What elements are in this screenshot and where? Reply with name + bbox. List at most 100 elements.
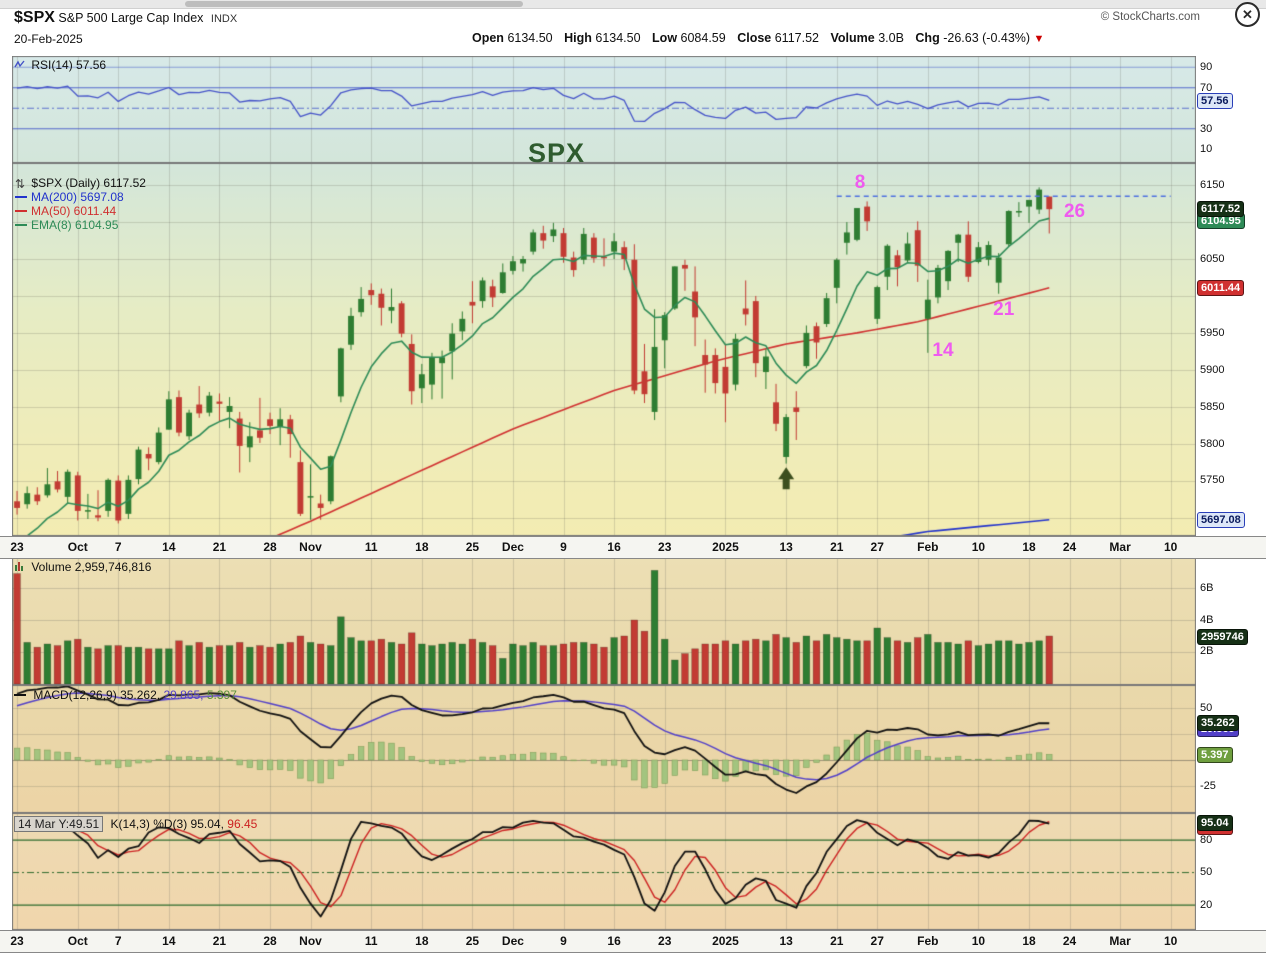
close-icon[interactable]: ✕ [1235, 2, 1260, 27]
stoch-pane[interactable] [12, 813, 1196, 930]
rsi-axis-90: 90 [1200, 61, 1213, 73]
x-tick-14: 14 [162, 934, 176, 948]
x-tick-10: 10 [1164, 540, 1178, 554]
quote-low-label: Low [652, 31, 678, 45]
x-tick-27: 27 [870, 934, 884, 948]
quote-open-value: 6134.50 [507, 31, 553, 45]
quote-high: High 6134.50 [564, 31, 640, 45]
x-tick-23: 23 [658, 540, 672, 554]
close-value-badge: 6117.52 [1197, 201, 1245, 217]
chart-date: 20-Feb-2025 [14, 32, 83, 46]
x-tick-18: 18 [415, 540, 429, 554]
x-tick-Nov: Nov [299, 934, 322, 948]
price-axis-6050: 6050 [1200, 253, 1225, 265]
volume-axis-4b: 4B [1200, 614, 1214, 626]
x-tick-21: 21 [212, 540, 227, 554]
quote-high-value: 6134.50 [595, 31, 641, 45]
x-tick-13: 13 [779, 934, 793, 948]
quote-high-label: High [564, 31, 592, 45]
ema8-swatch-icon [15, 224, 27, 226]
quote-low-value: 6084.59 [680, 31, 726, 45]
top-scrollbar-thumb[interactable] [185, 1, 523, 7]
x-tick-Oct: Oct [67, 934, 88, 948]
quote-volume: Volume 3.0B [830, 31, 903, 45]
x-tick-16: 16 [607, 934, 621, 948]
macd-value-badge: 35.262 [1197, 715, 1239, 731]
ma200-legend: MA(200) 5697.08 [15, 190, 146, 204]
x-tick-Mar: Mar [1109, 934, 1131, 948]
quote-volume-value: 3.0B [878, 31, 904, 45]
macd-hist-value: 5.397 [206, 688, 237, 702]
stoch-k-value: 95.04, [190, 817, 224, 831]
x-tick-11: 11 [364, 540, 378, 554]
x-tick-11: 11 [364, 934, 378, 948]
ma50-legend: MA(50) 6011.44 [15, 204, 146, 218]
ma200-swatch-icon [15, 196, 27, 198]
macd-axis-n25: -25 [1200, 780, 1216, 792]
quote-close-value: 6117.52 [774, 31, 819, 45]
x-tick-18: 18 [415, 934, 429, 948]
top-scrollbar-track [0, 0, 1266, 9]
stoch-legend: 14 Mar Y:49.51 K(14,3) %D(3) 95.04, 96.4… [14, 816, 257, 832]
x-axis-mid: 23 Oct 7 14 21 28 Nov 11 18 25 Dec 9 16 23 2025 13 21 27 F… [0, 536, 1266, 559]
ma200-value-badge: 5697.08 [1197, 512, 1245, 528]
x-tick-27: 27 [870, 540, 884, 554]
price-axis-5800: 5800 [1200, 438, 1225, 450]
rsi-legend-text: RSI(14) 57.56 [31, 58, 107, 72]
x-tick-9: 9 [560, 934, 567, 948]
ema8-legend-text: EMA(8) 6104.95 [31, 218, 119, 232]
x-tick-25: 25 [465, 934, 480, 948]
stoch-k-badge: 95.04 [1197, 815, 1233, 831]
quote-open: Open 6134.50 [472, 31, 553, 45]
x-tick-7: 7 [114, 540, 122, 554]
x-tick-21: 21 [830, 540, 844, 554]
spx-watermark: SPX [528, 138, 586, 168]
x-tick-21: 21 [212, 934, 227, 948]
volume-pane[interactable] [12, 557, 1196, 685]
stoch-axis-50: 50 [1200, 866, 1213, 878]
price-legend-title: $SPX (Daily) 6117.52 [31, 176, 146, 190]
macd-pane[interactable] [12, 685, 1196, 813]
x-tick-2025: 2025 [712, 540, 739, 554]
x-tick-23: 23 [658, 934, 672, 948]
quote-close: Close 6117.52 [737, 31, 819, 45]
price-pane[interactable] [12, 163, 1196, 536]
quote-low: Low 6084.59 [652, 31, 726, 45]
volume-axis-6b: 6B [1200, 582, 1214, 594]
price-axis-5950: 5950 [1200, 327, 1225, 339]
volume-icon [14, 561, 25, 575]
x-tick-Feb: Feb [917, 540, 939, 554]
x-tick-2025: 2025 [712, 934, 739, 948]
x-tick-16: 16 [607, 540, 621, 554]
macd-signal-value: 29.865, [163, 688, 204, 702]
macd-legend: MACD(12,26,9) 35.262, 29.865, 5.397 [14, 688, 237, 702]
ema8-value-badge: 6104.95 [1197, 213, 1245, 229]
x-tick-25: 25 [465, 540, 480, 554]
price-axis-5750: 5750 [1200, 474, 1225, 486]
crosshair-readout: 14 Mar Y:49.51 [14, 816, 104, 832]
exchange-label: INDX [210, 13, 238, 25]
macd-axis-50: 50 [1200, 702, 1213, 714]
x-axis-bottom: 23 Oct 7 14 21 28 Nov 11 18 25 Dec 9 16 23 2025 13 21 27 F… [0, 930, 1266, 953]
x-tick-28: 28 [263, 934, 277, 948]
rsi-legend: RSI(14) 57.56 [14, 58, 106, 73]
quote-close-label: Close [737, 31, 772, 45]
quote-chg: Chg -26.63 (-0.43%) ▼ [915, 31, 1044, 45]
x-tick-10: 10 [971, 540, 986, 554]
stoch-axis-20: 20 [1200, 899, 1213, 911]
volume-value-badge: 2959746 [1197, 629, 1248, 645]
price-axis-5900: 5900 [1200, 364, 1225, 376]
x-tick-7: 7 [114, 934, 122, 948]
stoch-axis-80: 80 [1200, 834, 1213, 846]
x-tick-Dec: Dec [501, 540, 524, 554]
ma200-legend-text: MA(200) 5697.08 [31, 190, 124, 204]
ma50-legend-text: MA(50) 6011.44 [31, 204, 117, 218]
stoch-legend-name: K(14,3) %D(3) [110, 817, 188, 831]
price-legend-title-row: ⇅ $SPX (Daily) 6117.52 [15, 176, 146, 191]
ma50-value-badge: 6011.44 [1197, 280, 1245, 296]
rsi-pane[interactable] [12, 56, 1196, 163]
chart-header: $SPX S&P 500 Large Cap Index INDX [14, 9, 237, 27]
price-axis-6150: 6150 [1200, 179, 1225, 191]
x-tick-18: 18 [1022, 934, 1036, 948]
